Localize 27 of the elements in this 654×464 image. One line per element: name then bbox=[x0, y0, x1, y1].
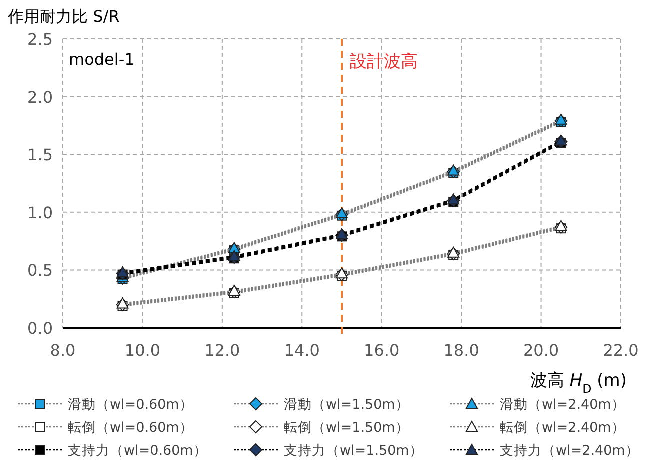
legend-label: 滑動（wl=2.40m） bbox=[500, 397, 626, 413]
legend-label: 滑動（wl=1.50m） bbox=[284, 397, 410, 413]
y-tick-label: 2.0 bbox=[28, 88, 53, 107]
ref-line-label: 設計波高 bbox=[350, 52, 418, 72]
y-tick-label: 0.0 bbox=[28, 319, 53, 338]
legend-label: 転倒（wl=2.40m） bbox=[500, 420, 626, 436]
x-tick-label: 14.0 bbox=[284, 341, 320, 360]
x-tick-label: 18.0 bbox=[444, 341, 480, 360]
legend-label: 支持力（wl=2.40m） bbox=[500, 443, 640, 459]
legend-label: 転倒（wl=1.50m） bbox=[284, 420, 410, 436]
x-tick-label: 8.0 bbox=[50, 341, 76, 360]
x-tick-label: 22.0 bbox=[603, 341, 639, 360]
x-tick-label: 16.0 bbox=[364, 341, 400, 360]
x-axis-title: 波高 H$_{D}$ (m) bbox=[530, 371, 627, 396]
legend-label: 転倒（wl=0.60m） bbox=[68, 420, 194, 436]
y-axis-title: 作用耐力比 S/R bbox=[7, 7, 120, 26]
x-tick-label: 10.0 bbox=[124, 341, 161, 360]
y-tick-label: 1.5 bbox=[28, 146, 53, 165]
legend-label: 滑動（wl=0.60m） bbox=[68, 397, 194, 413]
legend-label: 支持力（wl=1.50m） bbox=[284, 443, 424, 459]
x-tick-label: 12.0 bbox=[204, 341, 240, 360]
y-tick-label: 1.0 bbox=[28, 203, 53, 222]
annotation: model-1 bbox=[69, 50, 135, 69]
y-tick-label: 2.5 bbox=[28, 30, 53, 49]
legend-label: 支持力（wl=0.60m） bbox=[68, 443, 208, 459]
y-tick-label: 0.5 bbox=[28, 261, 53, 280]
x-tick-label: 20.0 bbox=[523, 341, 560, 360]
